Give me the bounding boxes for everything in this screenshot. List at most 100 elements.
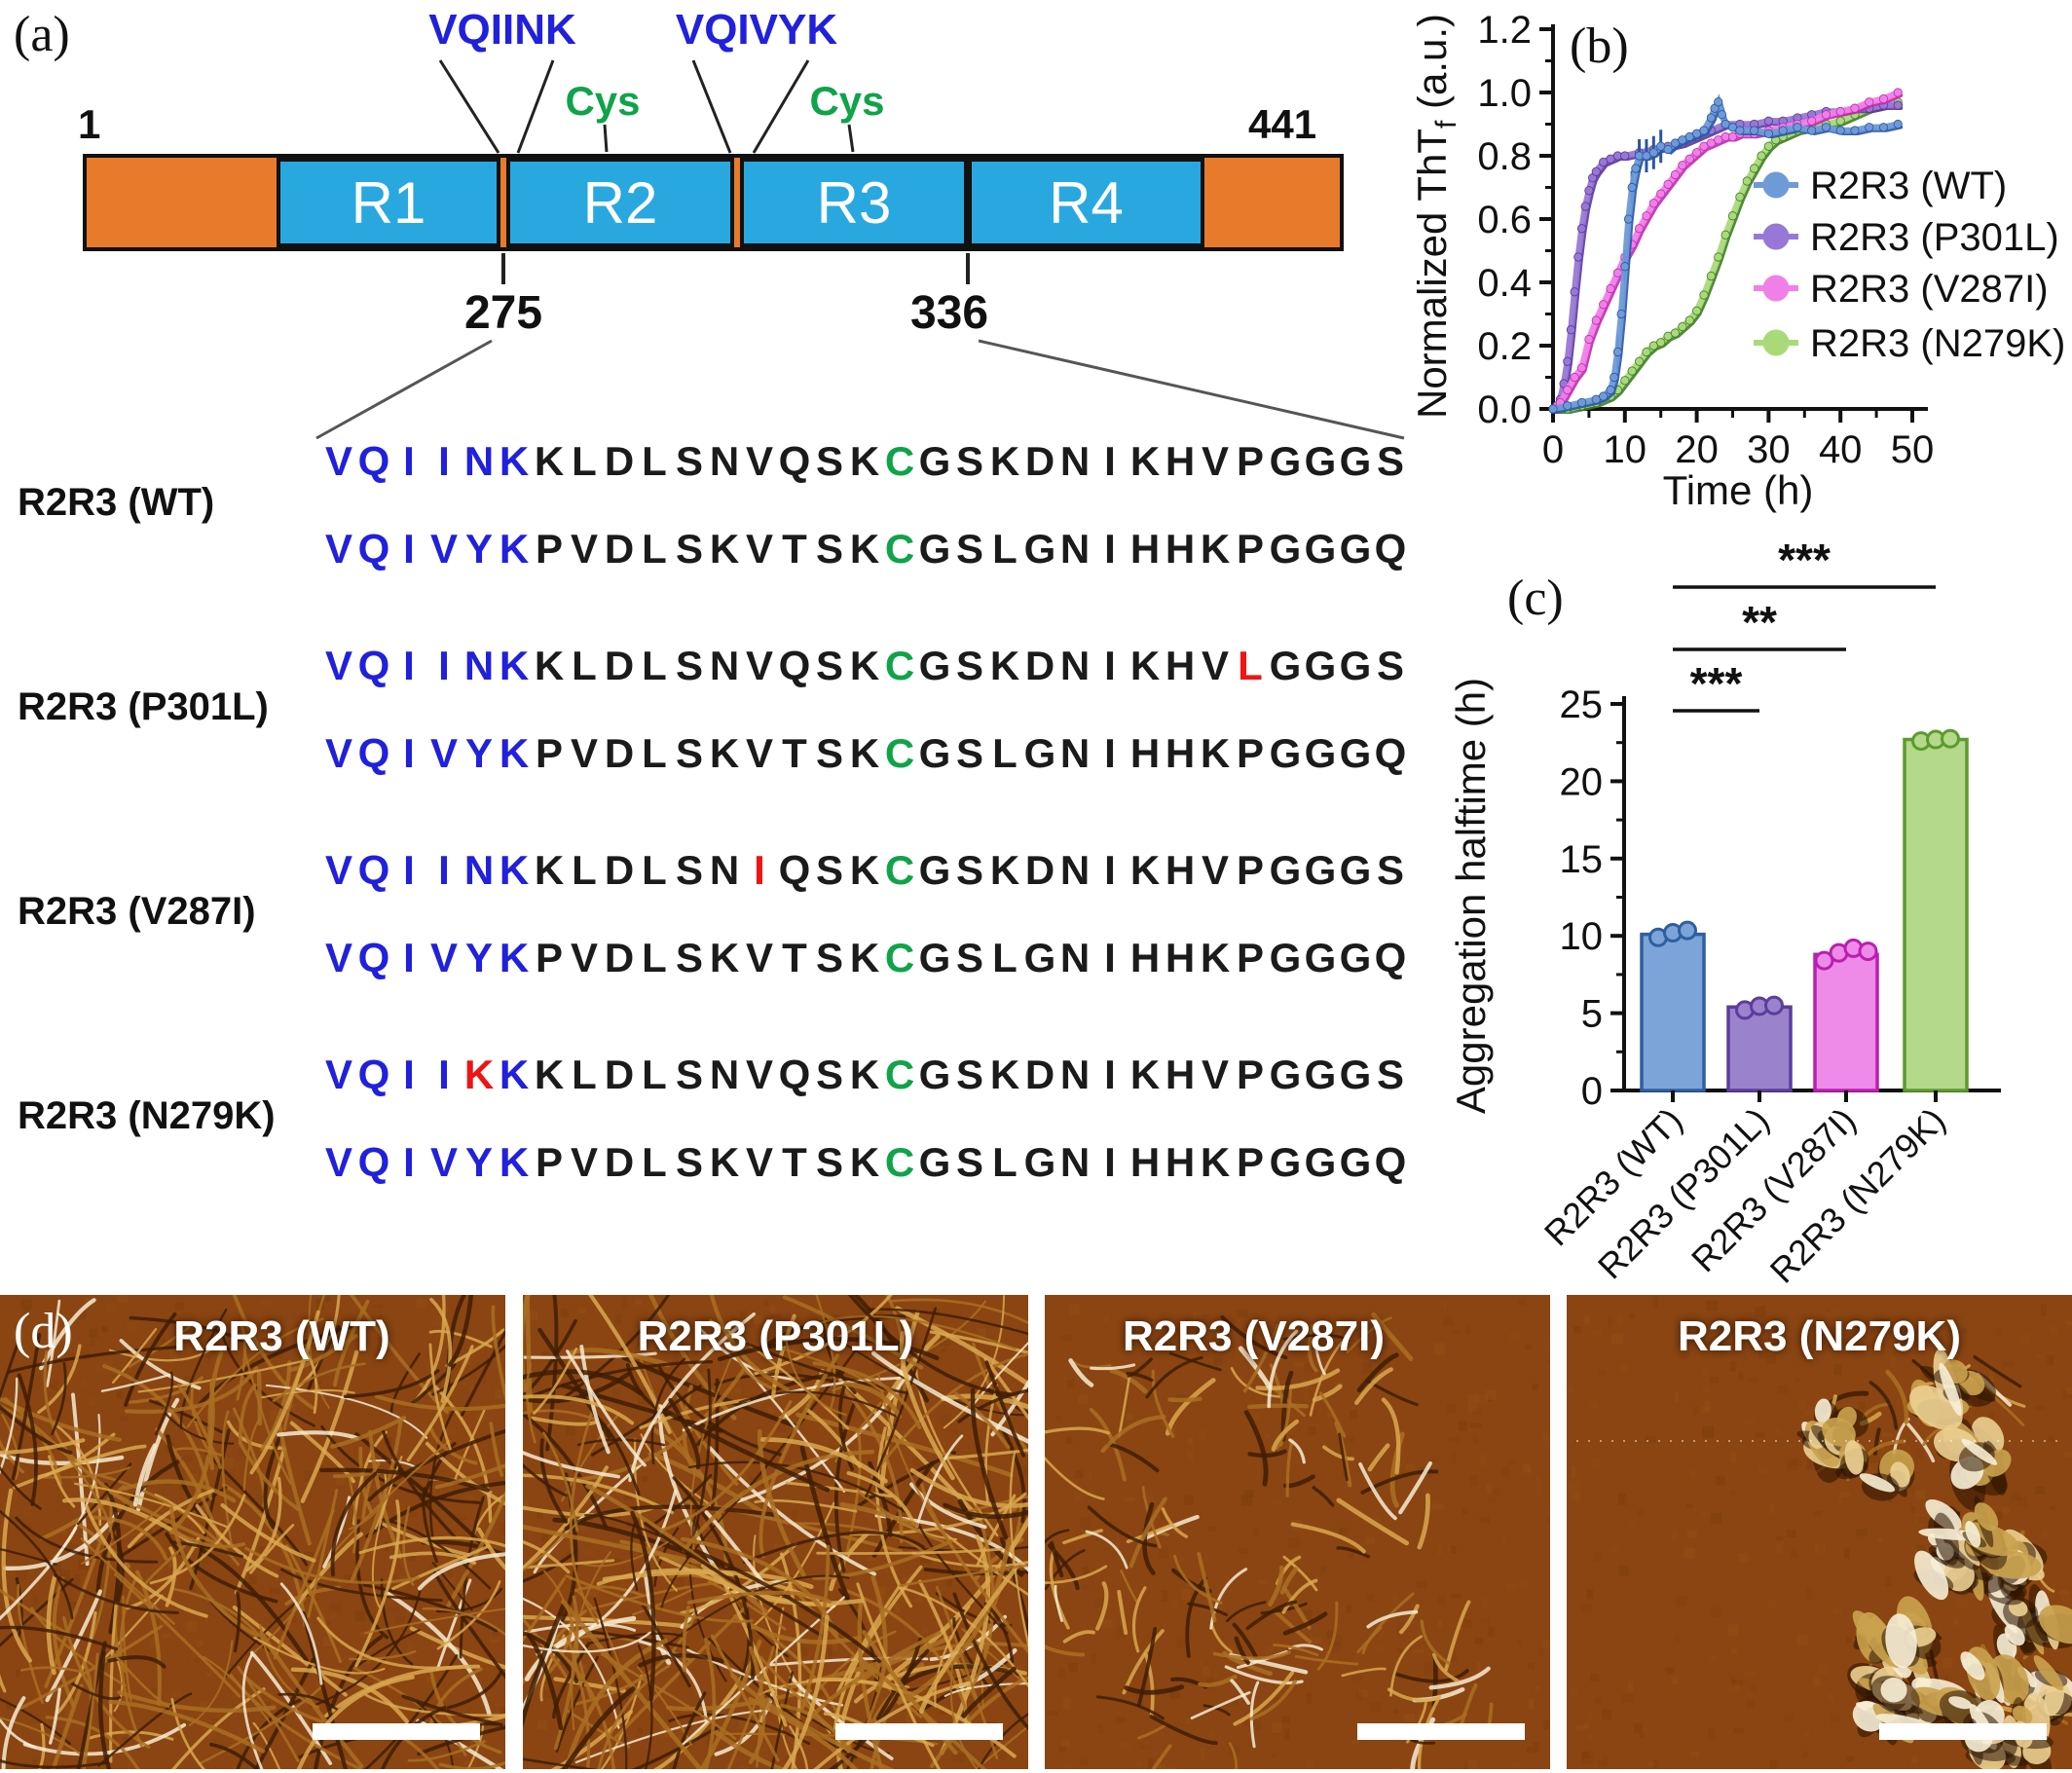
sequence-letter: K (534, 643, 565, 688)
sequence-letter: K (1129, 1052, 1161, 1097)
sequence-letter: Q (778, 847, 811, 893)
sequence-letter: K (1129, 438, 1161, 484)
svg-text:0.8: 0.8 (1477, 135, 1532, 178)
sequence-letter: T (782, 526, 807, 572)
sequence-letter: L (992, 935, 1018, 980)
sequence-letter: V (745, 438, 773, 484)
sequence-letter: Q (357, 847, 390, 893)
sequence-letter: K (499, 847, 530, 893)
sequence-letter: V (324, 1139, 352, 1185)
sequence-letter: P (1236, 526, 1264, 572)
afm-label-wt: R2R3 (WT) (173, 1312, 390, 1360)
tau-domain-bar: R1 R2 R3 R4 (83, 154, 1344, 251)
sequence-letter: I (1104, 1139, 1116, 1185)
sequence-letter: L (992, 730, 1018, 776)
sequence-letter: G (1339, 847, 1372, 893)
svg-text:5: 5 (1581, 993, 1603, 1036)
sequence-letter: Q (357, 526, 390, 572)
sequence-letter: P (1236, 730, 1264, 776)
sequence-letter: Y (464, 730, 493, 776)
data-point (1858, 942, 1878, 962)
bar-3 (1903, 737, 1969, 1092)
scale-bar (1879, 1723, 2047, 1740)
sequence-letter: H (1129, 935, 1161, 980)
sequence-letter: V (324, 847, 352, 893)
sequence-letter: K (534, 438, 565, 484)
sequence-letter: K (1200, 935, 1231, 980)
sequence-letter: S (675, 1139, 703, 1185)
sequence-line: V Q I V Y K P V D L S K V T S K C G S L G N I H H K P GGGQ (321, 935, 1408, 981)
sequence-letter: S (1376, 1052, 1404, 1097)
svg-text:10: 10 (1604, 428, 1647, 471)
repeat-r2: R2 (506, 158, 734, 247)
sequence-letter: I (1104, 730, 1116, 776)
bar-0 (1640, 932, 1706, 1092)
sequence-letter: G (1269, 438, 1302, 484)
sequence-letter: V (570, 935, 598, 980)
sequence-letter: S (675, 935, 703, 980)
sequence-letter: L (992, 1139, 1018, 1185)
sequence-letter: K (989, 1052, 1020, 1097)
legend-entry-3: R2R3 (N279K) (1754, 322, 2065, 365)
sequence-letter: K (989, 643, 1020, 688)
y-axis-label: Aggregation halftime (h) (1448, 678, 1494, 1114)
sequence-letter: H (1129, 730, 1161, 776)
sequence-letter: V (324, 526, 352, 572)
sequence-letter: H (1165, 847, 1196, 893)
sequence-letter: H (1165, 935, 1196, 980)
sequence-letter: D (604, 438, 635, 484)
significance-stars: *** (1778, 540, 1831, 585)
sequence-letter: N (709, 438, 740, 484)
sequence-letter: S (955, 730, 983, 776)
sequence-letter: C (884, 438, 915, 484)
legend-entry-0: R2R3 (WT) (1754, 165, 2007, 207)
sequence-letter: V (745, 1052, 773, 1097)
vqiink-pointer-line-left (438, 59, 500, 154)
sequence-letter: D (1024, 643, 1055, 688)
sequence-line: V Q I I K K K L D L S N V Q S K C G S K D N I K H V P GGG S (321, 1052, 1408, 1098)
sequence-letter: Q (357, 1052, 390, 1097)
sequence-letter: Q (357, 438, 390, 484)
y-axis-label: Normalized ThTf (a.u.) (1417, 14, 1462, 419)
sequence-group-2: R2R3 (P301L) V Q I I N K K L D L S N V Q S K C G S K D N I K H V L G… (0, 643, 1422, 779)
sequence-letter: N (1059, 526, 1091, 572)
cys1-label: Cys (565, 78, 641, 124)
sequence-letter: P (535, 1139, 563, 1185)
sequence-letter: L (572, 643, 597, 688)
sequence-letter: G (1339, 1139, 1372, 1185)
sequence-letter: G (918, 438, 951, 484)
scale-bar (313, 1723, 480, 1740)
sequence-letter: C (884, 730, 915, 776)
sequence-letter: K (499, 438, 530, 484)
sequence-letter: S (675, 1052, 703, 1097)
sequence-letter: T (782, 730, 807, 776)
sequence-letter: L (572, 1052, 597, 1097)
sequence-letter: S (815, 1139, 843, 1185)
sequence-letter: K (849, 1139, 880, 1185)
sequence-letter: S (815, 526, 843, 572)
svg-text:15: 15 (1560, 838, 1604, 881)
sequence-letter: N (709, 1052, 740, 1097)
afm-image-wt: R2R3 (WT) (0, 1295, 505, 1769)
svg-text:0.4: 0.4 (1477, 262, 1532, 305)
sequence-letter: G (1269, 643, 1302, 688)
cys2-label: Cys (809, 78, 885, 124)
svg-text:1.0: 1.0 (1477, 72, 1532, 115)
afm-texture-n279k (1567, 1296, 2072, 1769)
cys1-pointer-line (603, 124, 609, 153)
series-shadow-1 (1554, 106, 1904, 414)
sequence-letter: K (989, 847, 1020, 893)
sequence-letter: V (324, 730, 352, 776)
sequence-letter: N (1059, 1052, 1091, 1097)
sequence-letter: I (403, 730, 415, 776)
sequence-letter: I (403, 847, 415, 893)
scale-bar (835, 1723, 1003, 1740)
sequence-letter: G (1023, 935, 1056, 980)
sequence-letter: V (429, 730, 458, 776)
afm-texture-wt (0, 1295, 505, 1769)
sequence-letter: L (1238, 643, 1263, 688)
svg-text:20: 20 (1675, 428, 1719, 471)
sequence-letter: S (1376, 847, 1404, 893)
